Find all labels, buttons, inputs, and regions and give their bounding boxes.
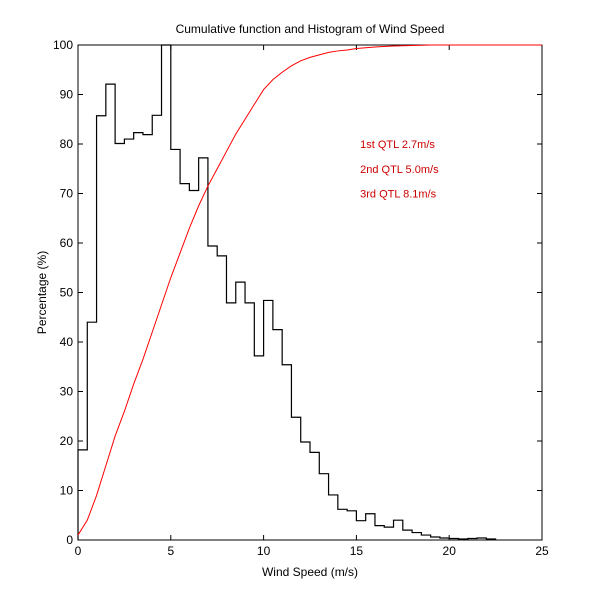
plot-area	[77, 44, 543, 541]
x-tick-label: 10	[257, 544, 271, 558]
x-tick-label: 20	[443, 544, 457, 558]
y-tick-label: 0	[66, 533, 73, 547]
x-tick-label: 0	[75, 544, 82, 558]
y-tick-label: 10	[60, 484, 74, 498]
x-axis-label: Wind Speed (m/s)	[262, 565, 358, 579]
y-axis: 0 10 20 30 40 50 60 70 80 90 100	[53, 38, 542, 547]
x-tick-label: 15	[350, 544, 364, 558]
y-tick-label: 80	[60, 137, 74, 151]
quartile-annotation: 1st QTL 2.7m/s	[360, 139, 435, 151]
y-tick-label: 70	[60, 187, 74, 201]
y-tick-label: 100	[53, 38, 73, 52]
cumulative-series	[77, 44, 542, 536]
y-tick-label: 30	[60, 385, 74, 399]
y-axis-label: Percentage (%)	[35, 251, 49, 334]
quartile-annotation: 3rd QTL 8.1m/s	[360, 189, 437, 201]
quartile-annotations: 1st QTL 2.7m/s 2nd QTL 5.0m/s 3rd QTL 8.1m…	[360, 139, 439, 201]
y-tick-label: 50	[60, 286, 74, 300]
x-tick-label: 25	[535, 544, 549, 558]
quartile-annotation: 2nd QTL 5.0m/s	[360, 164, 439, 176]
y-tick-label: 90	[60, 88, 74, 102]
histogram-series	[77, 44, 497, 540]
y-tick-label: 20	[60, 434, 74, 448]
y-tick-label: 40	[60, 335, 74, 349]
x-tick-label: 5	[167, 544, 174, 558]
y-tick-label: 60	[60, 236, 74, 250]
chart-title: Cumulative function and Histogram of Win…	[176, 22, 445, 36]
x-axis: 0 5 10 15 20 25	[75, 45, 549, 558]
